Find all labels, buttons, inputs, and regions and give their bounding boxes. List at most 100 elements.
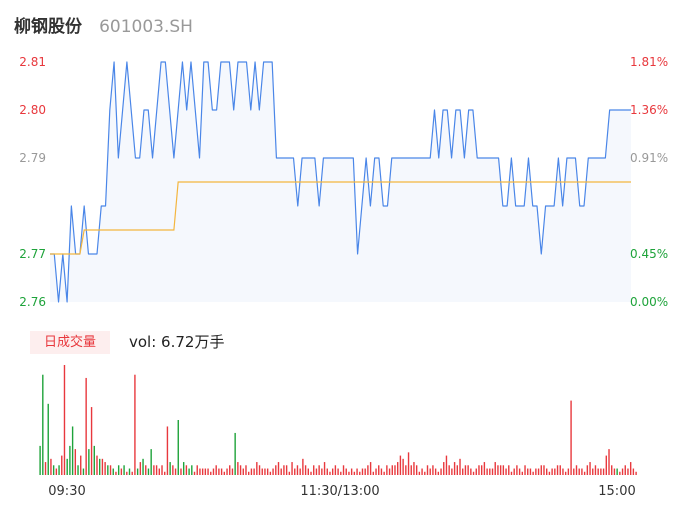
y-tick-label-left: 2.79 xyxy=(19,151,46,165)
volume-bar xyxy=(150,449,152,475)
volume-bar xyxy=(418,471,421,475)
volume-bar xyxy=(331,468,334,475)
volume-bar xyxy=(575,465,578,475)
volume-bar xyxy=(489,468,491,475)
volume-bar xyxy=(310,471,312,475)
volume-bar xyxy=(532,471,534,475)
volume-bar xyxy=(242,468,244,475)
volume-bar xyxy=(445,455,448,475)
volume-bar xyxy=(193,471,196,475)
volume-bar xyxy=(256,462,258,475)
volume-bar xyxy=(185,465,188,475)
volume-bar xyxy=(399,455,402,475)
volume-bar xyxy=(210,471,212,475)
volume-bar xyxy=(564,471,567,475)
volume-bar xyxy=(480,465,483,475)
volume-bar xyxy=(334,465,337,475)
volume-bar xyxy=(323,462,326,475)
y-tick-label-right: 1.81% xyxy=(630,55,668,69)
volume-bar xyxy=(269,471,272,475)
volume-bar xyxy=(166,426,169,475)
volume-bar xyxy=(540,465,542,475)
volume-bar xyxy=(497,465,499,475)
volume-bar xyxy=(448,465,450,475)
volume-bar xyxy=(548,471,551,475)
volume-bar xyxy=(391,465,393,475)
volume-bar xyxy=(115,471,117,475)
volume-bar xyxy=(616,468,618,475)
volume-bar xyxy=(291,462,293,475)
volume-bar xyxy=(128,468,131,475)
volume-bar xyxy=(188,468,190,475)
volume-bar xyxy=(223,471,226,475)
volume-bar xyxy=(627,468,629,475)
volume-bar xyxy=(459,458,461,475)
volume-bar xyxy=(280,468,282,475)
volume-bar xyxy=(380,468,383,475)
volume-bar xyxy=(264,468,266,475)
x-tick-label: 11:30/13:00 xyxy=(300,484,379,499)
volume-bar xyxy=(204,468,207,475)
volume-bar xyxy=(345,468,347,475)
volume-bar xyxy=(554,468,556,475)
volume-bar xyxy=(288,471,291,475)
volume-bar xyxy=(117,465,120,475)
volume-bar xyxy=(632,468,635,475)
x-tick-label: 15:00 xyxy=(598,484,635,499)
volume-bar xyxy=(234,432,236,475)
volume-bar xyxy=(261,468,263,475)
volume-bar xyxy=(321,468,323,475)
volume-bar xyxy=(583,471,586,475)
volume-bar xyxy=(611,465,613,475)
volume-bar xyxy=(451,468,453,475)
volume-bar xyxy=(315,468,318,475)
volume-bar xyxy=(226,468,228,475)
volume-bar xyxy=(71,426,74,475)
volume-bar xyxy=(126,471,128,475)
volume-tab[interactable]: 日成交量 xyxy=(30,331,110,354)
volume-bar xyxy=(516,465,518,475)
volume-bar xyxy=(621,468,624,475)
volume-bar xyxy=(77,465,79,475)
volume-bar xyxy=(383,471,385,475)
volume-bar xyxy=(90,407,93,475)
volume-bar xyxy=(142,458,144,475)
volume-bar xyxy=(410,465,412,475)
volume-bar xyxy=(605,455,607,475)
volume-bar xyxy=(39,445,41,475)
volume-bar xyxy=(99,458,101,475)
volume-bar xyxy=(131,471,133,475)
volume-bar xyxy=(434,468,437,475)
volume-bar xyxy=(201,468,204,475)
volume-bar xyxy=(207,468,209,475)
volume-bar xyxy=(248,471,250,475)
volume-bar xyxy=(570,400,572,475)
volume-bar xyxy=(359,471,361,475)
volume-bar xyxy=(88,449,90,475)
volume-bar xyxy=(521,471,524,475)
y-tick-label-right: 0.91% xyxy=(630,151,668,165)
volume-bar xyxy=(388,468,391,475)
volume-bar xyxy=(134,374,136,475)
volume-bar xyxy=(313,465,315,475)
volume-bar xyxy=(80,455,82,475)
volume-bar xyxy=(218,468,220,475)
y-tick-label-left: 2.77 xyxy=(19,247,46,261)
volume-bar xyxy=(602,468,605,475)
volume-bar xyxy=(624,465,626,475)
volume-bar xyxy=(266,468,269,475)
volume-bar xyxy=(277,462,280,475)
volume-bar xyxy=(578,468,580,475)
volume-bar xyxy=(342,465,345,475)
volume-bar xyxy=(283,465,285,475)
volume-bar xyxy=(527,468,529,475)
y-tick-label-right: 1.36% xyxy=(630,103,668,117)
volume-bar xyxy=(153,465,155,475)
volume-bar xyxy=(58,465,60,475)
volume-bar xyxy=(424,471,426,475)
volume-bar xyxy=(161,465,163,475)
volume-bar xyxy=(82,468,85,475)
volume-bar xyxy=(600,468,602,475)
volume-bar xyxy=(597,468,599,475)
volume-bar xyxy=(619,471,621,475)
